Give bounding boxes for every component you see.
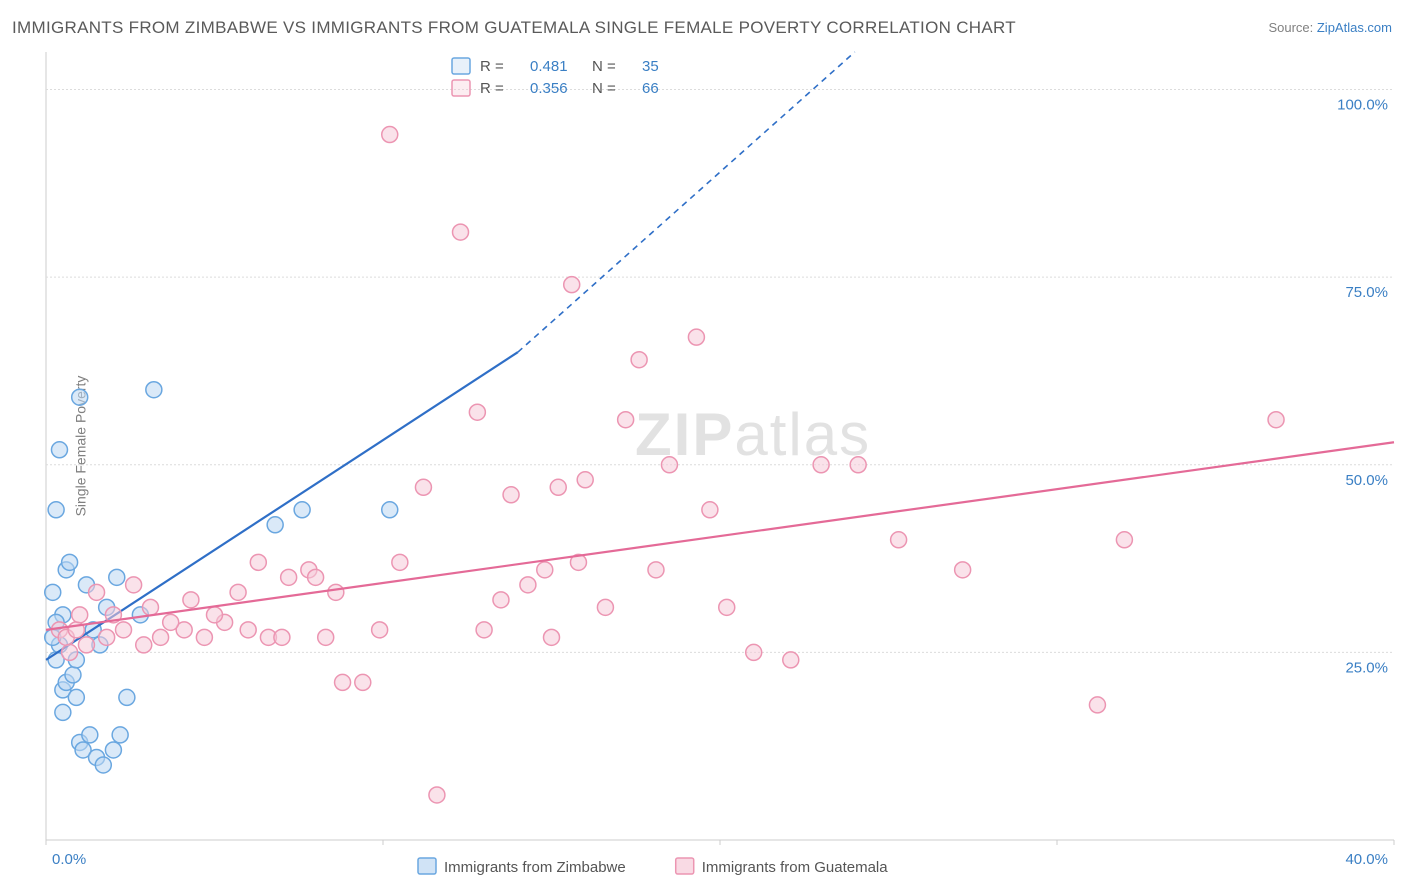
svg-text:0.481: 0.481 xyxy=(530,58,568,75)
svg-text:50.0%: 50.0% xyxy=(1345,472,1388,489)
svg-text:Immigrants from Guatemala: Immigrants from Guatemala xyxy=(702,859,889,876)
svg-text:N =: N = xyxy=(592,80,616,97)
svg-text:R =: R = xyxy=(480,58,504,75)
svg-text:40.0%: 40.0% xyxy=(1345,851,1388,868)
svg-text:0.356: 0.356 xyxy=(530,80,568,97)
svg-text:R =: R = xyxy=(480,80,504,97)
svg-text:Immigrants from Zimbabwe: Immigrants from Zimbabwe xyxy=(444,859,626,876)
svg-text:75.0%: 75.0% xyxy=(1345,284,1388,301)
scatter-chart: 25.0% 50.0% 75.0% 100.0% 0.0% 40.0% R = 0.481 N … xyxy=(0,0,1406,892)
svg-text:N =: N = xyxy=(592,58,616,75)
svg-text:100.0%: 100.0% xyxy=(1337,97,1388,114)
svg-text:0.0%: 0.0% xyxy=(52,851,86,868)
svg-text:25.0%: 25.0% xyxy=(1345,659,1388,676)
svg-text:35: 35 xyxy=(642,58,659,75)
svg-text:66: 66 xyxy=(642,80,659,97)
